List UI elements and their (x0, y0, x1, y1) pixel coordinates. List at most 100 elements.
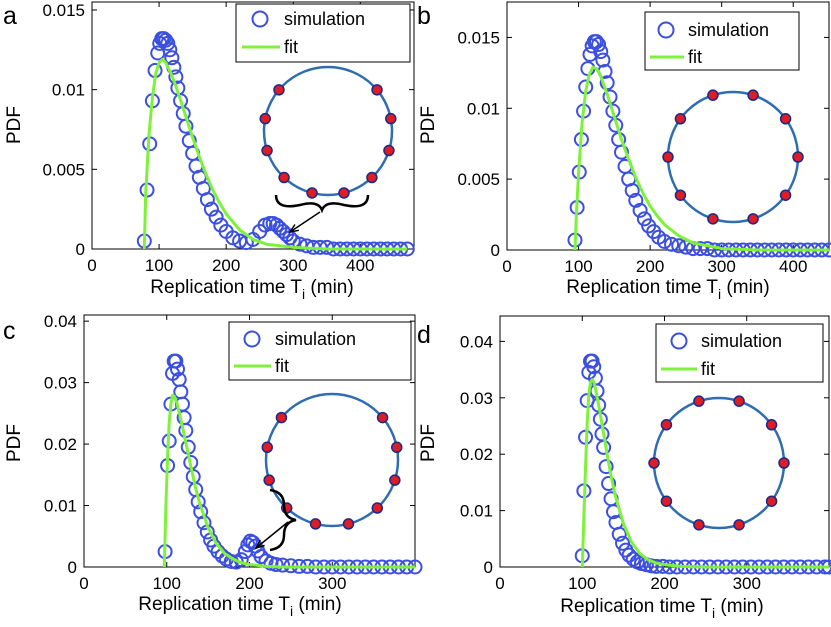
legend: simulation fit (644, 11, 800, 71)
data-marks (136, 31, 415, 257)
legend-label-simulation: simulation (275, 329, 356, 349)
x-axis-label-unit: (min) (726, 277, 769, 298)
y-tick-label: 0.01 (460, 502, 493, 521)
replication-origin-marker (275, 411, 288, 424)
replication-origin-marker (259, 112, 271, 125)
x-axis-label-main: Replication time T (150, 277, 302, 298)
simulation-point (593, 44, 609, 60)
x-tick-label: 300 (733, 574, 761, 593)
x-ticks: 0 100 200 300 (495, 316, 761, 593)
legend-label-fit: fit (284, 37, 298, 57)
replication-origin-marker (261, 144, 273, 157)
simulation-point (598, 459, 614, 475)
simulation-point (208, 209, 224, 225)
legend: simulation fit (228, 321, 412, 381)
replication-origin-marker (391, 441, 403, 454)
replication-origin-marker (674, 113, 687, 125)
panel-label-d: d (417, 321, 431, 349)
x-ticks: 0 100 200 300 400 (502, 2, 807, 276)
x-tick-label: 200 (212, 256, 240, 275)
x-tick-label: 300 (318, 574, 346, 593)
replication-origin-marker (707, 213, 719, 225)
y-ticks: 0 0.005 0.01 0.015 (457, 28, 829, 260)
replication-origin-marker (366, 171, 378, 184)
x-axis-label-unit: (min) (298, 594, 341, 615)
y-tick-label: 0.04 (460, 332, 493, 351)
x-axis-label: Replication time Ti (min) (566, 277, 769, 302)
legend-box (228, 321, 412, 381)
y-tick-label: 0.015 (457, 28, 500, 47)
legend: simulation fit (655, 323, 824, 383)
simulation-point (664, 236, 680, 252)
y-ticks: 0 0.01 0.02 0.03 0.04 (460, 332, 829, 577)
x-tick-label: 200 (235, 574, 263, 593)
replication-origin-marker (792, 151, 804, 163)
legend-marker-simulation (243, 330, 261, 348)
replication-origin-marker (747, 213, 759, 225)
simulation-point (643, 558, 659, 574)
panel-c: 0 100 200 300 0 0.01 0.02 0.03 0.04 simulation … (3, 312, 423, 619)
simulation-point (611, 526, 627, 542)
legend-marker-simulation (657, 21, 675, 39)
origin-ring-inset (254, 392, 403, 552)
x-tick-label: 200 (650, 574, 678, 593)
x-tick-label: 0 (502, 257, 511, 276)
replication-origin-marker (338, 187, 350, 199)
y-tick-label: 0.005 (42, 160, 85, 179)
origin-ring-inset (662, 89, 804, 225)
simulation-point (162, 42, 178, 58)
gap-arrow (289, 211, 321, 233)
y-tick-label: 0 (491, 241, 500, 260)
simulation-point (199, 192, 215, 208)
y-tick-label: 0.02 (44, 435, 77, 454)
origin-ring-inset (648, 395, 790, 531)
replication-origin-marker (383, 144, 395, 157)
replication-origin-marker (306, 187, 318, 199)
x-axis-label-main: Replication time T (566, 277, 718, 298)
x-axis-label: Replication time Ti (min) (560, 596, 763, 621)
y-axis-label: PDF (4, 106, 25, 144)
y-tick-label: 0 (68, 558, 77, 577)
simulation-point (275, 557, 291, 573)
y-axis-label: PDF (418, 424, 439, 462)
panel-label-a: a (3, 2, 17, 30)
x-tick-label: 100 (564, 257, 592, 276)
x-axis-label-subscript: i (302, 286, 305, 302)
y-tick-label: 0.01 (467, 99, 500, 118)
simulation-point (586, 359, 602, 375)
x-axis-label-subscript: i (290, 603, 293, 619)
replication-origin-marker (660, 419, 673, 431)
x-tick-label: 0 (495, 574, 504, 593)
simulation-point (253, 549, 269, 565)
y-tick-label: 0.015 (42, 1, 85, 20)
chromosome-ring (666, 90, 800, 224)
legend: simulation fit (235, 3, 411, 63)
replication-origin-marker (707, 89, 719, 101)
simulation-point (173, 384, 189, 400)
replication-origin-marker (342, 518, 355, 530)
gap-brace (269, 488, 297, 552)
legend-label-fit: fit (701, 359, 715, 379)
simulation-point (595, 52, 611, 68)
y-tick-label: 0.005 (457, 170, 500, 189)
simulation-point (632, 202, 648, 218)
simulation-point (156, 31, 172, 47)
replication-origin-marker (278, 171, 290, 184)
replication-origin-marker (733, 395, 745, 407)
x-tick-label: 200 (636, 257, 664, 276)
simulation-point (591, 37, 607, 53)
replication-origin-marker (309, 518, 322, 530)
replication-origin-marker (693, 395, 705, 407)
simulation-point (613, 144, 629, 160)
y-axis-label: PDF (418, 106, 439, 144)
origin-ring-inset (259, 65, 397, 234)
y-tick-label: 0.01 (44, 497, 77, 516)
simulation-point (599, 75, 615, 91)
data-marks (567, 34, 831, 258)
x-tick-label: 400 (779, 257, 807, 276)
legend-label-fit: fit (275, 356, 289, 376)
y-tick-label: 0.04 (44, 312, 77, 331)
replication-origin-marker (779, 113, 792, 125)
chromosome-ring (262, 65, 394, 197)
